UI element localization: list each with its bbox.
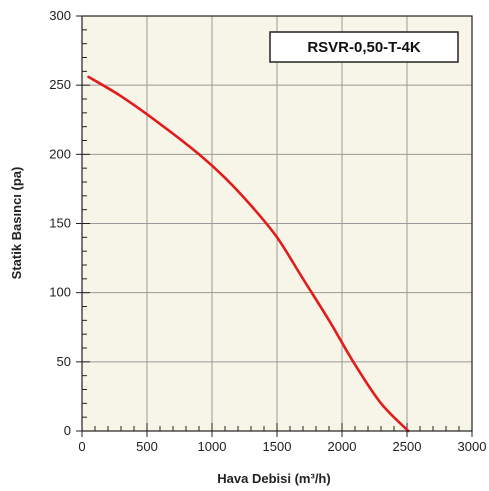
x-tick-label: 1500: [263, 439, 292, 454]
x-tick-label: 0: [78, 439, 85, 454]
model-label: RSVR-0,50-T-4K: [307, 39, 421, 56]
x-tick-label: 3000: [458, 439, 487, 454]
x-tick-label: 2500: [393, 439, 422, 454]
y-tick-label: 150: [49, 216, 71, 231]
y-tick-label: 200: [49, 146, 71, 161]
x-tick-label: 500: [136, 439, 158, 454]
x-axis-ticks: 0 500 1000 1500 2000 2500 3000: [78, 431, 486, 454]
model-label-box: RSVR-0,50-T-4K: [270, 32, 458, 62]
y-tick-label: 300: [49, 8, 71, 23]
y-tick-label: 100: [49, 285, 71, 300]
y-tick-label: 0: [64, 423, 71, 438]
x-tick-label: 2000: [328, 439, 357, 454]
y-axis-title: Statik Basıncı (pa): [9, 167, 24, 280]
x-axis-title: Hava Debisi (m³/h): [217, 471, 330, 486]
x-tick-label: 1000: [198, 439, 227, 454]
y-axis-ticks: 0 50 100 150 200 250 300: [49, 8, 82, 438]
y-tick-label: 50: [57, 354, 71, 369]
y-tick-label: 250: [49, 77, 71, 92]
